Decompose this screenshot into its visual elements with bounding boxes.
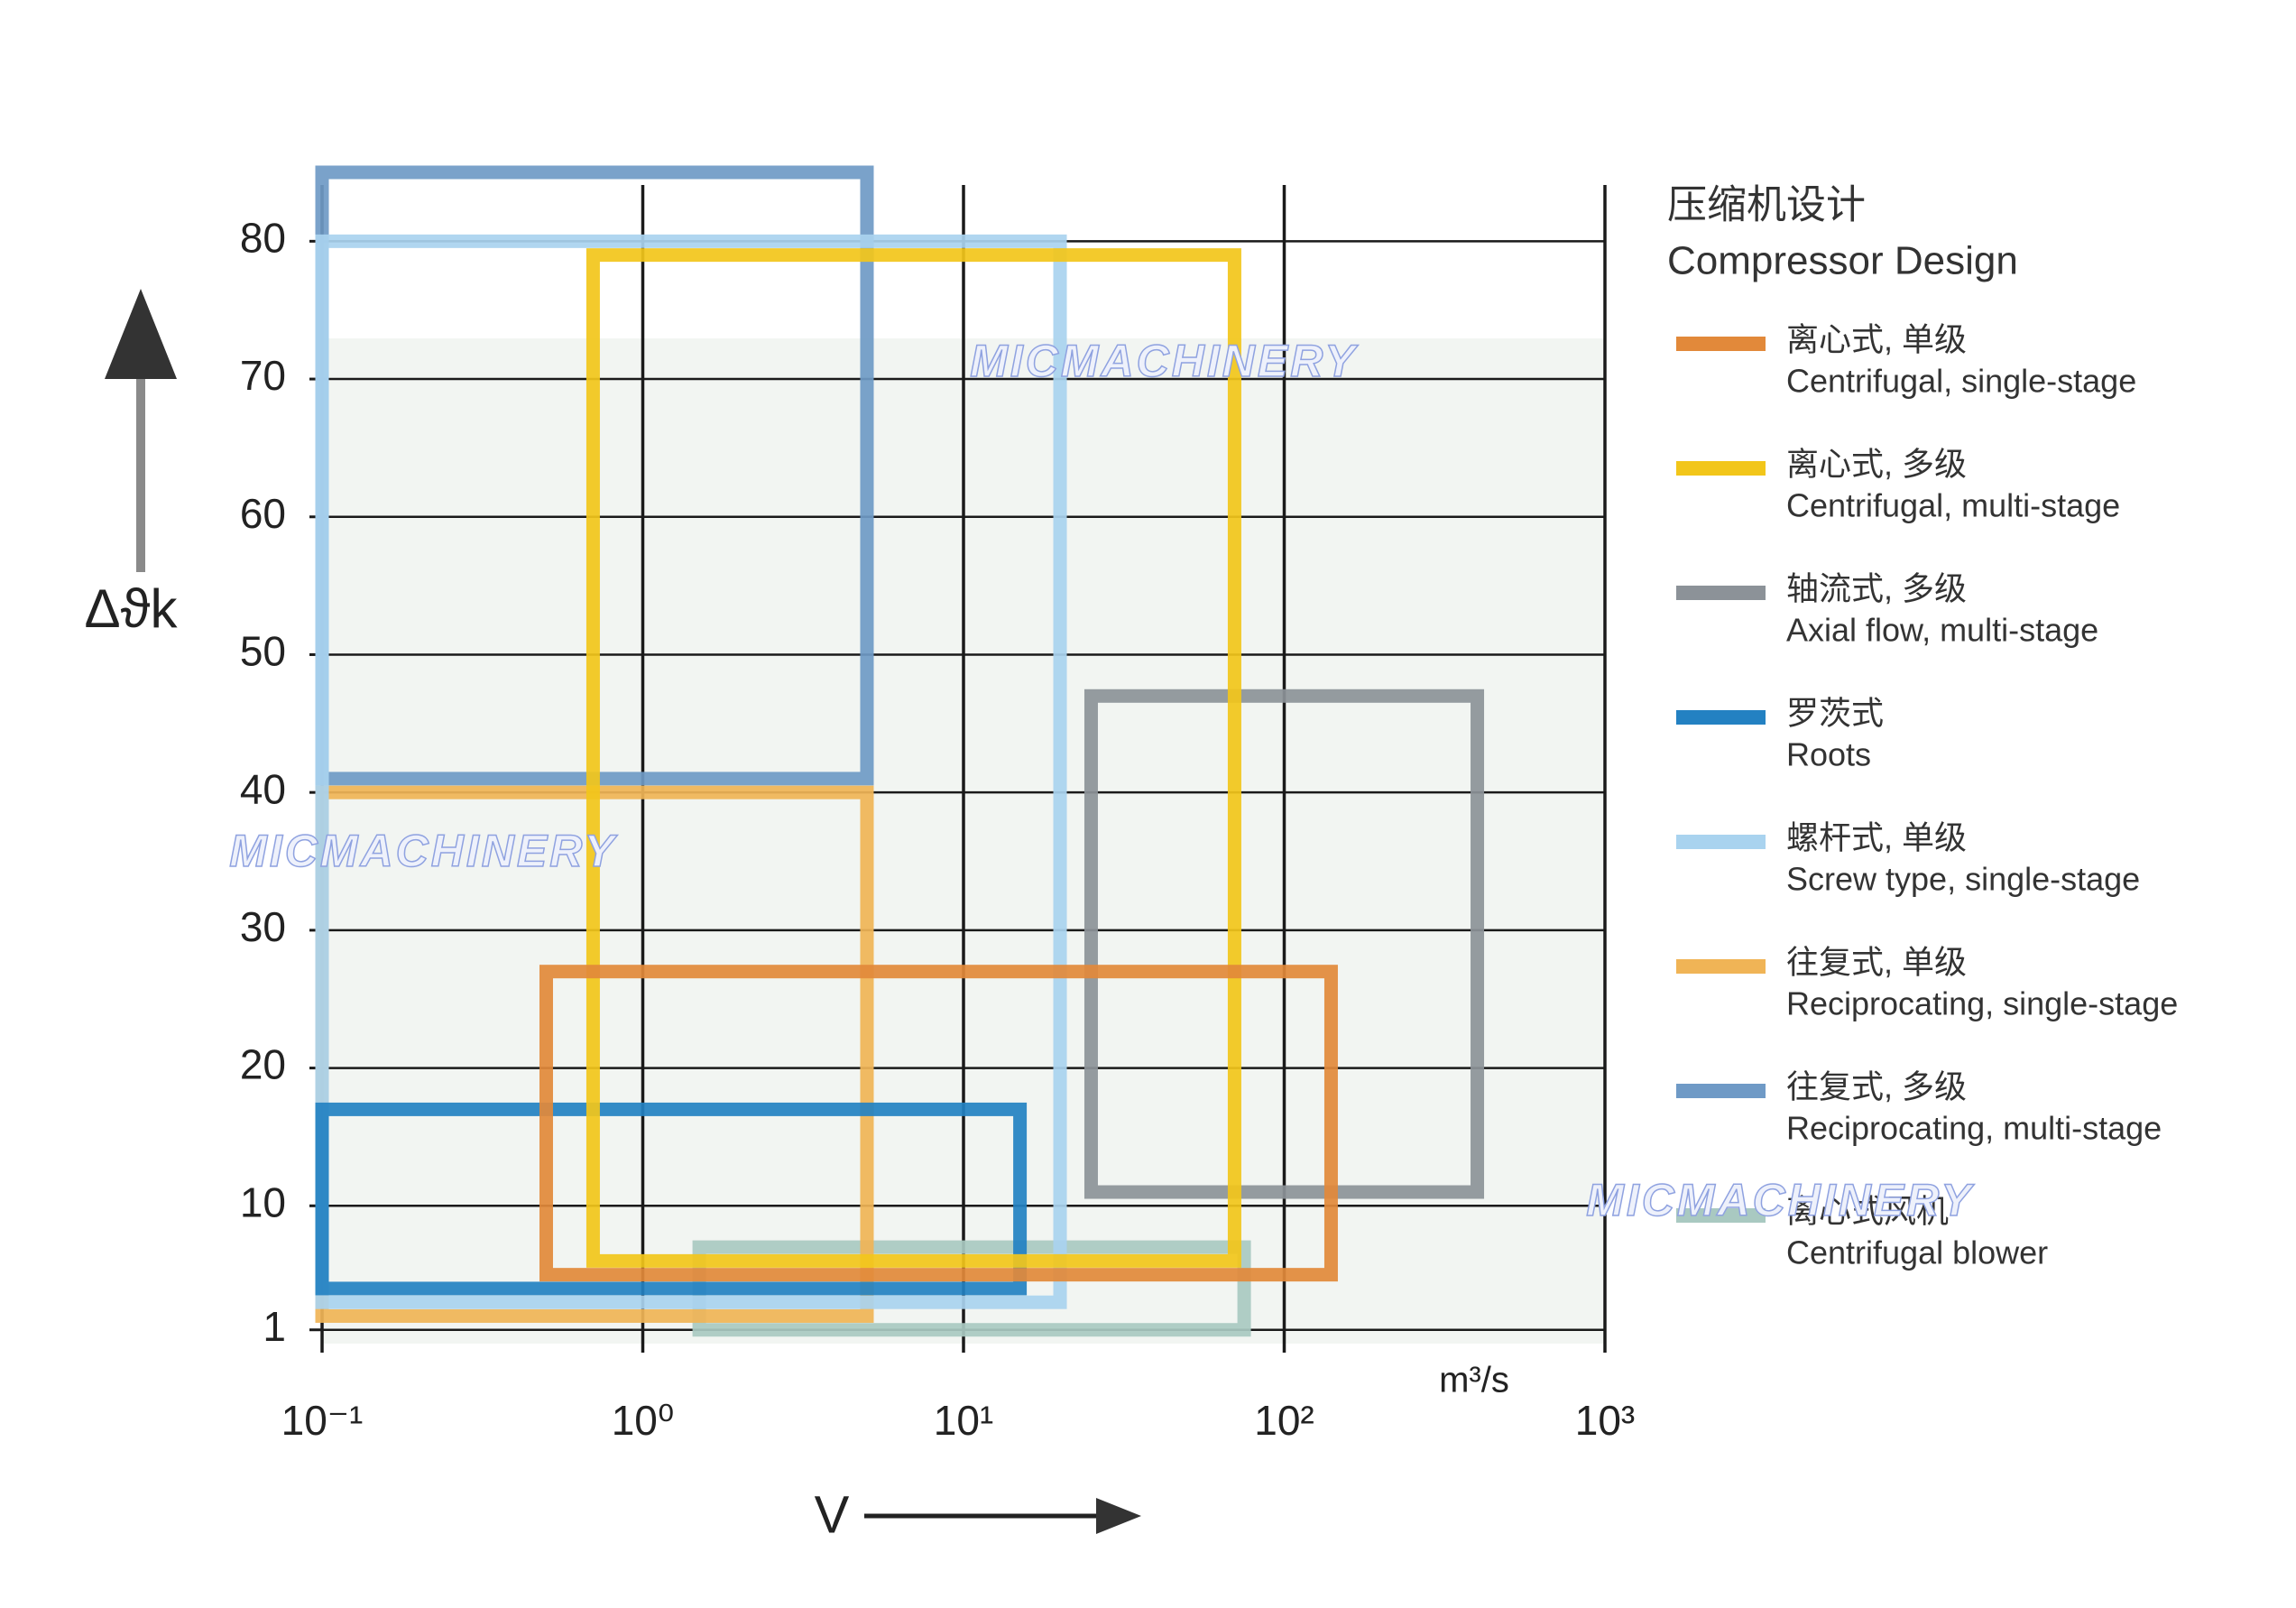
range-box (315, 1102, 1028, 1296)
watermark: MICMACHINERY (1586, 1175, 1975, 1225)
y-tick-label: 10 (240, 1178, 286, 1225)
legend-title: Compressor Design (1667, 239, 2018, 283)
y-tick-label: 50 (240, 628, 286, 675)
legend-label: 离心式, 多级 (1786, 446, 1967, 483)
x-tick-label: 10⁻¹ (281, 1397, 364, 1444)
watermark: MICMACHINERY (970, 336, 1359, 386)
range-box (1083, 688, 1485, 1199)
legend-label: 螺杆式, 单级 (1786, 819, 1967, 856)
x-axis-label: V (815, 1485, 850, 1544)
x-tick-label: 10² (1254, 1397, 1314, 1444)
y-tick-label: 60 (240, 490, 286, 537)
y-tick-label: 30 (240, 903, 286, 950)
y-tick-label: 70 (240, 352, 286, 399)
range-box (586, 248, 1241, 1268)
legend-label: Screw type, single-stage (1786, 861, 2140, 898)
y-tick-label: 80 (240, 215, 286, 262)
x-tick-label: 10³ (1575, 1397, 1635, 1444)
legend-label: 轴流式, 多级 (1786, 570, 1967, 607)
x-tick-label: 10⁰ (612, 1397, 675, 1444)
legend-label: 离心式, 单级 (1786, 321, 1967, 358)
range-box (315, 234, 1067, 1309)
legend-title: 压缩机设计 (1667, 183, 1866, 227)
y-axis-label: Δϑk (85, 578, 179, 639)
legend-label: Axial flow, multi-stage (1786, 612, 2098, 649)
legend-label: Centrifugal, multi-stage (1786, 487, 2120, 524)
legend-label: 往复式, 单级 (1786, 944, 1967, 981)
legend-label: Roots (1786, 736, 1871, 773)
legend-label: Centrifugal blower (1786, 1234, 2048, 1271)
y-tick-label: 40 (240, 765, 286, 812)
legend-label: 往复式, 多级 (1786, 1068, 1967, 1105)
range-box (539, 965, 1338, 1282)
ranges (315, 165, 1485, 1337)
legend-label: 离心式风机 (1786, 1193, 1949, 1230)
y-tick-label: 1 (263, 1303, 286, 1350)
legend: 压缩机设计 Compressor Design 离心式, 单级 Centrifug… (1667, 183, 2178, 1271)
x-unit: m³/s (1439, 1361, 1509, 1400)
y-tick-label: 20 (240, 1041, 286, 1088)
watermark: MICMACHINERY (229, 826, 618, 876)
x-tick-label: 10¹ (934, 1397, 993, 1444)
legend-label: Centrifugal, single-stage (1786, 363, 2136, 400)
legend-label: 罗茨式 (1786, 695, 1884, 732)
legend-label: Reciprocating, multi-stage (1786, 1110, 2162, 1147)
legend-label: Reciprocating, single-stage (1786, 985, 2178, 1022)
